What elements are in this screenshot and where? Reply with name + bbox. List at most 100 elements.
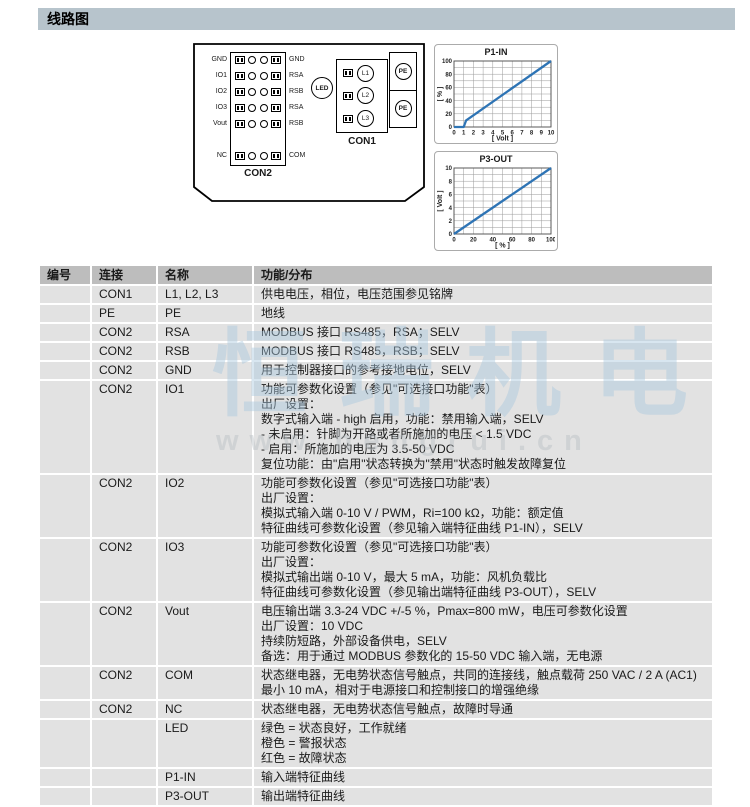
cell-connection: CON1 (92, 286, 156, 303)
terminal-icon (235, 104, 245, 112)
cell-function: MODBUS 接口 RS485，RSA；SELV (254, 324, 712, 341)
con2-pin-label: RSA (289, 72, 304, 79)
table-header-row: 编号 连接 名称 功能/分布 (40, 266, 712, 284)
p3-out-plot: 0 20 40 60 80 100 0 2 4 6 8 10 [ % ] [ Volt ] (437, 166, 555, 250)
con1-connector: L1 L2 L3 (336, 59, 388, 133)
cell-number (40, 475, 90, 537)
pe-circle-icon: PE (394, 62, 412, 80)
screw-hole-icon (248, 104, 257, 112)
cell-number (40, 603, 90, 665)
table-row: CON2 COM 状态继电器，无电势状态信号触点，共同的连接线，触点载荷 250… (40, 667, 712, 699)
cell-number (40, 769, 90, 786)
col-header-number: 编号 (40, 266, 90, 284)
svg-text:0: 0 (449, 232, 453, 238)
con1-pin-row: L3 (343, 110, 381, 128)
cell-number (40, 720, 90, 767)
svg-text:40: 40 (489, 238, 496, 244)
svg-text:8: 8 (449, 179, 453, 185)
chart-p3-out: P3-OUT 0 20 40 60 80 100 0 2 4 6 8 10 [ % ] [ Volt ] (434, 151, 558, 251)
svg-text:7: 7 (520, 131, 524, 137)
con2-pin-row (230, 148, 286, 164)
terminal-icon (235, 56, 245, 64)
svg-text:60: 60 (445, 86, 452, 92)
screw-hole-icon (259, 72, 268, 80)
svg-text:40: 40 (445, 99, 452, 105)
table-row: CON2 IO1 功能可参数化设置（参见"可选接口功能"表） 出厂设置： 数字式输入… (40, 381, 712, 473)
con1-label: CON1 (348, 136, 376, 147)
col-header-name: 名称 (158, 266, 252, 284)
chart-p1-in: P1-IN 0 1 2 3 4 5 6 7 8 9 10 0 20 40 60 80 100[ Volt ][ … (434, 44, 558, 144)
con2-pin-row (230, 84, 286, 100)
col-header-connection: 连接 (92, 266, 156, 284)
con2-pin-label: IO2 (215, 88, 227, 95)
cell-connection: CON2 (92, 603, 156, 665)
con2-pin-row (230, 68, 286, 84)
cell-name: COM (158, 667, 252, 699)
screw-hole-icon (248, 88, 257, 96)
svg-text:8: 8 (530, 131, 534, 137)
svg-text:80: 80 (445, 72, 452, 78)
table-row: P1-IN 输入端特征曲线 (40, 769, 712, 786)
con2-pin-label: COM (289, 152, 306, 159)
pe-terminal: PE (390, 53, 416, 91)
table-row: CON2 IO3 功能可参数化设置（参见"可选接口功能"表） 出厂设置： 模拟式输出… (40, 539, 712, 601)
con2-connector: GND GND IO1 RSA IO2 RSB IO3 RSA Vout RSB… (200, 52, 320, 166)
terminal-icon (270, 72, 281, 80)
table-row: CON1 L1, L2, L3 供电电压，相位，电压范围参见铭牌 (40, 286, 712, 303)
con2-pin-label: RSB (289, 88, 304, 95)
svg-text:9: 9 (540, 131, 544, 137)
col-header-function: 功能/分布 (254, 266, 712, 284)
table-row: CON2 GND 用于控制器接口的参考接地电位，SELV (40, 362, 712, 379)
svg-text:5: 5 (501, 131, 505, 137)
cell-connection (92, 769, 156, 786)
screw-hole-icon (248, 120, 257, 128)
cell-connection: CON2 (92, 539, 156, 601)
svg-text:6: 6 (449, 193, 453, 199)
cell-function: 状态继电器，无电势状态信号触点，故障时导通 (254, 701, 712, 718)
con2-pin-label: GND (211, 56, 227, 63)
cell-name: L1, L2, L3 (158, 286, 252, 303)
con2-pin-label: IO3 (215, 104, 227, 111)
screw-hole-icon (259, 88, 268, 96)
con1-pin-row: L2 (343, 87, 381, 105)
terminal-icon (270, 120, 281, 128)
cell-connection (92, 720, 156, 767)
screw-hole-icon (259, 152, 268, 160)
cell-name: LED (158, 720, 252, 767)
pe-circle-icon: PE (394, 100, 412, 118)
cell-function: 供电电压，相位，电压范围参见铭牌 (254, 286, 712, 303)
table-row: CON2 NC 状态继电器，无电势状态信号触点，故障时导通 (40, 701, 712, 718)
table-row: CON2 RSB MODBUS 接口 RS485，RSB；SELV (40, 343, 712, 360)
terminal-icon (235, 152, 245, 160)
cell-number (40, 381, 90, 473)
cell-number (40, 324, 90, 341)
phase-terminal: L1 (357, 64, 374, 82)
svg-text:100: 100 (442, 59, 453, 65)
svg-text:2: 2 (472, 131, 476, 137)
terminal-icon (270, 152, 281, 160)
cell-connection: CON2 (92, 343, 156, 360)
terminal-icon (343, 114, 353, 123)
cell-function: 绿色 = 状态良好，工作就绪 橙色 = 警报状态 红色 = 故障状态 (254, 720, 712, 767)
svg-text:[ % ]: [ % ] (495, 243, 510, 250)
cell-connection: CON2 (92, 324, 156, 341)
svg-text:[ % ]: [ % ] (437, 87, 444, 102)
svg-text:[ Volt ]: [ Volt ] (492, 136, 513, 143)
cell-name: IO2 (158, 475, 252, 537)
screw-hole-icon (248, 72, 257, 80)
cell-name: Vout (158, 603, 252, 665)
svg-text:100: 100 (546, 238, 555, 244)
con2-pin-row (230, 100, 286, 116)
chart-title: P1-IN (484, 47, 508, 57)
svg-text:4: 4 (449, 206, 453, 212)
con2-pin-label: IO1 (215, 72, 227, 79)
screw-hole-icon (259, 56, 268, 64)
cell-number (40, 343, 90, 360)
table-row: CON2 RSA MODBUS 接口 RS485，RSA；SELV (40, 324, 712, 341)
device-outline (193, 43, 425, 202)
con2-pin-row (230, 116, 286, 132)
spec-table: 编号 连接 名称 功能/分布 CON1 L1, L2, L3 供电电压，相位，电… (38, 264, 714, 807)
cell-function: 状态继电器，无电势状态信号触点，共同的连接线，触点载荷 250 VAC / 2 … (254, 667, 712, 699)
cell-connection: CON2 (92, 701, 156, 718)
cell-function: 用于控制器接口的参考接地电位，SELV (254, 362, 712, 379)
